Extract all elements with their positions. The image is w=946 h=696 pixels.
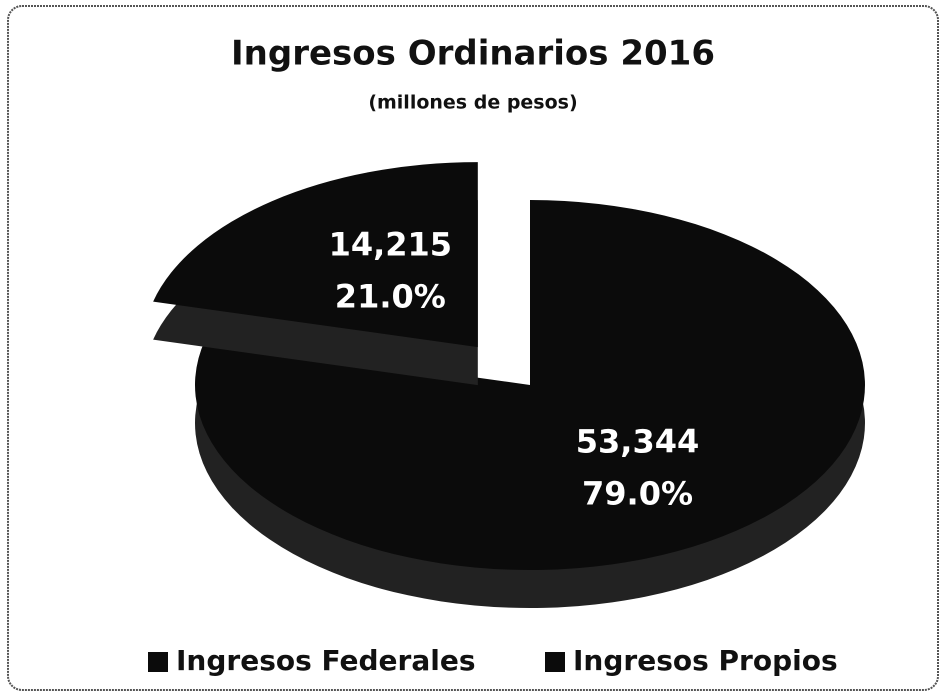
data-label: 14,215 (329, 226, 452, 264)
legend-swatch (545, 652, 565, 672)
chart-subtitle: (millones de pesos) (368, 92, 577, 114)
legend-label: Ingresos Propios (573, 644, 838, 677)
pie-slice-top (195, 200, 865, 571)
pie-slice (195, 200, 865, 608)
pie-slice (153, 162, 478, 386)
pie-slice-top (153, 162, 478, 348)
chart-title: Ingresos Ordinarios 2016 (231, 34, 715, 74)
legend-label: Ingresos Federales (176, 644, 475, 677)
data-label: 21.0% (335, 278, 446, 316)
data-label: 79.0% (582, 475, 693, 513)
legend-swatch (148, 652, 168, 672)
data-label: 53,344 (576, 423, 699, 461)
